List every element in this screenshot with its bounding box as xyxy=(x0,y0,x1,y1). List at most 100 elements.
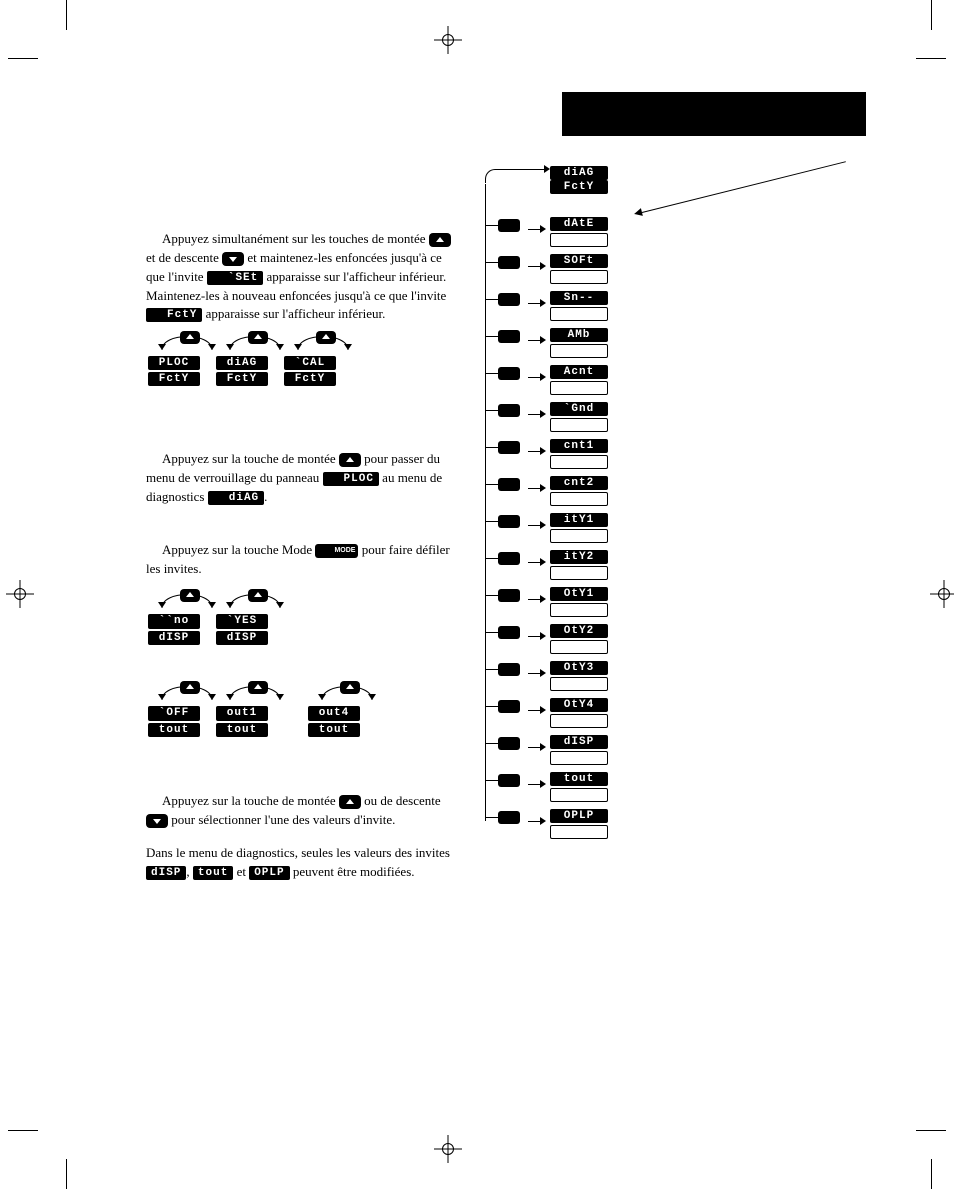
up-icon xyxy=(180,681,200,694)
lcd-diag: diAG xyxy=(550,166,608,180)
lcd-ploc: PLOC xyxy=(323,472,379,486)
mode-icon xyxy=(498,589,520,602)
flow-connector xyxy=(485,817,498,818)
flow-connector xyxy=(485,743,498,744)
lcd-out4: out4 xyxy=(308,706,360,720)
flow-connector xyxy=(485,706,498,707)
lcd-fcty: FctY xyxy=(550,180,608,194)
up-icon xyxy=(248,589,268,602)
lcd-no: ``no xyxy=(148,614,200,628)
mode-icon xyxy=(498,811,520,824)
mode-icon xyxy=(498,219,520,232)
mode-icon xyxy=(498,478,520,491)
mode-icon xyxy=(498,515,520,528)
lcd-fcty: FctY xyxy=(148,372,200,386)
lcd-disp: dISP xyxy=(550,735,608,749)
lcd-tout: tout xyxy=(550,772,608,786)
para-editable: Dans le menu de diagnostics, seules les … xyxy=(146,844,456,882)
left-column: Appuyez simultanément sur les touches de… xyxy=(146,230,456,896)
flow-connector xyxy=(485,780,498,781)
lcd-fcty: FctY xyxy=(146,308,202,322)
lcd-oty1: OtY1 xyxy=(550,587,608,601)
menu-tout-row: `OFF tout out1 tout out4 tout xyxy=(146,700,456,762)
lcd-out1: out1 xyxy=(216,706,268,720)
lcd-cal: `CAL xyxy=(284,356,336,370)
up-icon xyxy=(339,795,361,809)
lcd-tout: tout xyxy=(308,723,360,737)
mode-icon xyxy=(498,663,520,676)
up-icon xyxy=(248,331,268,344)
mode-icon xyxy=(498,330,520,343)
up-icon xyxy=(180,589,200,602)
flow-row: OPLP xyxy=(500,795,692,832)
mode-icon xyxy=(498,737,520,750)
flow-connector xyxy=(485,225,498,226)
lcd-off: `OFF xyxy=(148,706,200,720)
flow-connector xyxy=(485,632,498,633)
flow-connector xyxy=(485,262,498,263)
flow-connector xyxy=(485,447,498,448)
down-icon xyxy=(222,252,244,266)
mode-icon xyxy=(498,367,520,380)
lcd-ploc: PLOC xyxy=(148,356,200,370)
flow-row: Sn-- xyxy=(500,277,692,314)
flow-connector xyxy=(485,558,498,559)
flow-row: itY2 xyxy=(500,536,692,573)
lcd-gnd: `Gnd xyxy=(550,402,608,416)
flow-connector xyxy=(485,484,498,485)
lcd-acnt: Acnt xyxy=(550,365,608,379)
lcd-yes: `YES xyxy=(216,614,268,628)
lcd-tout: tout xyxy=(148,723,200,737)
mode-icon xyxy=(498,256,520,269)
mode-icon xyxy=(498,626,520,639)
up-icon xyxy=(248,681,268,694)
lcd-oplp: OPLP xyxy=(550,809,608,823)
lcd-cnt1: cnt1 xyxy=(550,439,608,453)
flow-connector xyxy=(485,669,498,670)
flow-row: `Gnd xyxy=(500,388,692,425)
lcd-disp: dISP xyxy=(146,866,186,880)
lcd-oty2: OtY2 xyxy=(550,624,608,638)
flow-row: dISP xyxy=(500,721,692,758)
lcd-tout: tout xyxy=(193,866,233,880)
flow-row: dAtE xyxy=(500,203,692,240)
flow-spine xyxy=(485,184,486,821)
flow-connector xyxy=(485,299,498,300)
lcd-fcty: FctY xyxy=(284,372,336,386)
flow-connector xyxy=(485,373,498,374)
flow-row: tout xyxy=(500,758,692,795)
up-icon xyxy=(316,331,336,344)
lcd-diag: diAG xyxy=(208,491,264,505)
menu-disp-row: ``no dISP `YES dISP xyxy=(146,608,456,670)
flow-row: OtY3 xyxy=(500,647,692,684)
flow-connector xyxy=(485,336,498,337)
mode-icon: MODE xyxy=(315,544,358,558)
lcd-date: dAtE xyxy=(550,217,608,231)
lcd-amb: AMb xyxy=(550,328,608,342)
flow-row: OtY4 xyxy=(500,684,692,721)
down-icon xyxy=(146,814,168,828)
up-icon xyxy=(429,233,451,247)
lcd-ity1: itY1 xyxy=(550,513,608,527)
para-mode-scroll: Appuyez sur la touche Mode MODE pour fai… xyxy=(146,541,456,579)
lcd-set: `SEt xyxy=(207,271,263,285)
lcd-fcty: FctY xyxy=(216,372,268,386)
lcd-soft: SOFt xyxy=(550,254,608,268)
flow-pair: diAGFctY xyxy=(550,166,608,194)
flow-row: diAGFctY xyxy=(500,166,692,203)
para-enter-factory: Appuyez simultanément sur les touches de… xyxy=(146,230,456,324)
mode-icon xyxy=(498,552,520,565)
mode-icon xyxy=(498,441,520,454)
flow-pair: OPLP xyxy=(550,809,608,839)
lcd-tout: tout xyxy=(216,723,268,737)
menu-fcty-row: PLOC FctY diAG FctY `CAL FctY xyxy=(146,350,456,420)
up-icon xyxy=(339,453,361,467)
flow-row: SOFt xyxy=(500,240,692,277)
lcd-disp: dISP xyxy=(216,631,268,645)
flow-row: AMb xyxy=(500,314,692,351)
mode-icon xyxy=(498,293,520,306)
flow-row: cnt1 xyxy=(500,425,692,462)
para-nav-to-diag: Appuyez sur la touche de montée pour pas… xyxy=(146,450,456,507)
para-select-value: Appuyez sur la touche de montée ou de de… xyxy=(146,792,456,830)
flow-row: itY1 xyxy=(500,499,692,536)
